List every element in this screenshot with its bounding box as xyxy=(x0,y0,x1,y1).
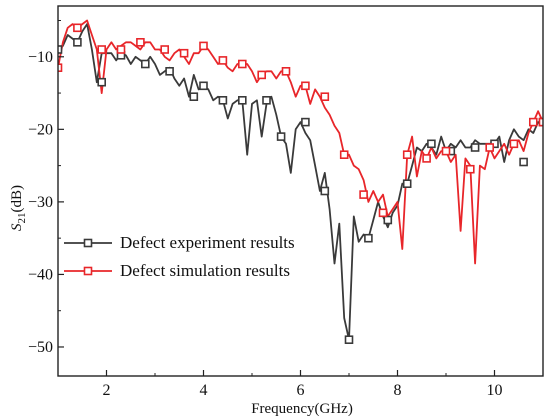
plot-area xyxy=(58,19,543,345)
data-point-marker xyxy=(257,70,267,80)
y-axis-label-sub: 21 xyxy=(16,213,28,224)
data-point-marker xyxy=(320,186,330,196)
data-point-marker xyxy=(218,56,228,65)
data-point-marker xyxy=(519,157,528,167)
data-point-marker xyxy=(422,154,431,163)
data-point-marker xyxy=(199,41,208,51)
data-point-marker xyxy=(301,81,310,91)
data-point-marker xyxy=(97,77,106,87)
data-point-marker xyxy=(301,117,310,127)
data-point-marker xyxy=(136,37,145,47)
data-point-marker xyxy=(402,179,412,188)
data-point-marker xyxy=(276,132,286,141)
data-point-marker xyxy=(238,96,247,105)
x-tick-label: 4 xyxy=(200,382,208,399)
legend-label-1: Defect simulation results xyxy=(120,261,290,280)
data-point-marker xyxy=(339,150,349,159)
data-point-marker xyxy=(383,215,393,225)
data-point-marker xyxy=(73,37,82,47)
x-tick-label: 2 xyxy=(103,382,111,399)
data-point-marker xyxy=(238,59,247,69)
x-axis-label: Frequency(GHz) xyxy=(251,401,353,417)
data-point-marker xyxy=(141,59,150,69)
x-tick-label: 8 xyxy=(394,382,402,399)
data-point-marker xyxy=(427,139,436,149)
data-point-marker xyxy=(485,143,495,152)
data-point-marker xyxy=(179,48,189,58)
data-point-marker xyxy=(281,67,291,76)
data-point-marker xyxy=(378,208,388,218)
y-axis-label: S21(dB) xyxy=(9,185,28,231)
data-point-marker xyxy=(359,190,368,199)
y-tick-label: −30 xyxy=(28,194,53,211)
data-point-marker xyxy=(538,117,543,127)
series-line-0 xyxy=(58,23,543,341)
x-tick-label: 6 xyxy=(297,382,305,399)
series-line-1 xyxy=(58,19,543,265)
data-point-marker xyxy=(364,233,373,243)
y-axis-label-main: S xyxy=(9,223,25,231)
data-point-marker xyxy=(116,45,126,54)
data-point-marker xyxy=(97,45,106,54)
data-point-marker xyxy=(58,63,63,72)
data-point-marker xyxy=(58,45,63,54)
data-point-marker xyxy=(262,96,271,105)
data-point-marker xyxy=(528,117,538,127)
legend-marker-0 xyxy=(83,238,93,248)
data-point-marker xyxy=(465,164,475,174)
y-tick-label: −10 xyxy=(28,49,53,66)
y-tick-label: −40 xyxy=(28,266,53,283)
data-point-marker xyxy=(402,150,412,159)
ticks: 2 4 6 8 10 −10 −20 −30 −40 −50 xyxy=(28,20,544,399)
x-tick-label: 10 xyxy=(487,382,503,399)
y-tick-label: −20 xyxy=(28,121,53,138)
data-point-marker xyxy=(441,146,451,156)
data-point-marker xyxy=(344,335,354,345)
data-point-marker xyxy=(320,92,330,101)
legend: Defect experiment results Defect simulati… xyxy=(64,233,295,280)
data-point-marker xyxy=(199,81,208,91)
data-point-marker xyxy=(165,67,174,76)
data-point-marker xyxy=(470,143,480,152)
data-point-marker xyxy=(160,45,169,54)
legend-label-0: Defect experiment results xyxy=(120,233,295,252)
data-point-marker xyxy=(509,139,519,149)
y-axis-label-unit: (dB) xyxy=(9,185,25,213)
legend-marker-1 xyxy=(83,266,93,276)
data-point-marker xyxy=(189,92,199,101)
y-tick-label: −50 xyxy=(28,339,53,356)
data-point-marker xyxy=(218,96,228,105)
data-point-marker xyxy=(73,23,82,33)
